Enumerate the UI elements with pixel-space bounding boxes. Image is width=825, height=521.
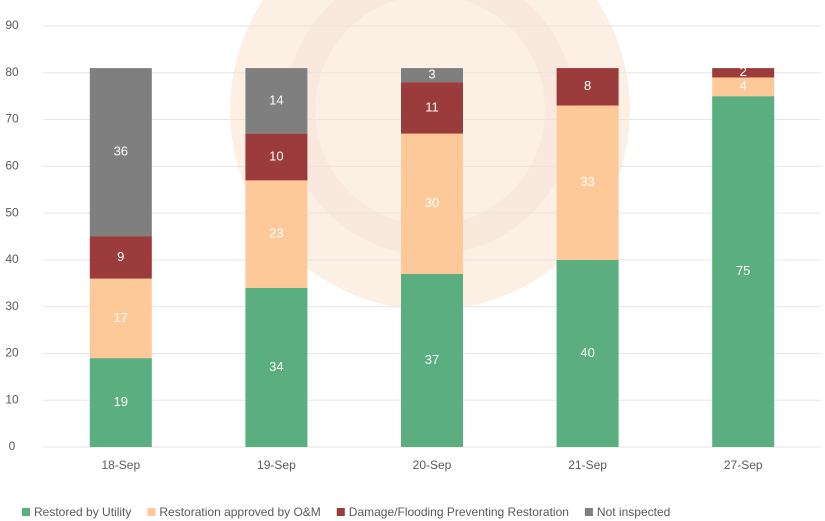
data-label: 36	[114, 144, 128, 159]
y-tick-label: 90	[5, 18, 19, 32]
legend-swatch	[147, 508, 156, 516]
data-label: 10	[269, 148, 283, 163]
bar-segment	[245, 68, 308, 134]
legend-label: Restoration approved by O&M	[159, 505, 320, 519]
data-label: 3	[428, 67, 435, 82]
bar-segment	[89, 358, 152, 447]
x-tick-label: 20-Sep	[413, 458, 452, 472]
x-tick-label: 19-Sep	[257, 458, 296, 472]
data-label: 23	[269, 226, 283, 241]
bar-segment	[89, 278, 152, 359]
x-tick-label: 27-Sep	[724, 458, 763, 472]
bar-segment	[89, 236, 152, 279]
legend-swatch	[336, 508, 345, 516]
data-label: 4	[740, 78, 747, 93]
data-label: 8	[584, 78, 591, 93]
y-tick-label: 20	[5, 346, 19, 360]
data-label: 14	[269, 92, 283, 107]
y-tick-label: 10	[5, 392, 19, 406]
bar-segment	[245, 180, 308, 288]
legend-label: Not inspected	[597, 505, 670, 519]
y-tick-label: 50	[5, 205, 19, 219]
y-tick-label: 60	[5, 159, 19, 173]
data-label: 33	[580, 174, 594, 189]
bar-segment	[245, 133, 308, 181]
bar-segment	[712, 96, 775, 448]
bar-segment	[401, 273, 463, 447]
bar-segment	[712, 68, 775, 78]
bar-segment	[401, 82, 463, 134]
y-tick-label: 70	[5, 112, 19, 126]
y-tick-label: 0	[9, 439, 16, 453]
x-tick-label: 21-Sep	[568, 458, 607, 472]
bar-segment	[556, 68, 619, 106]
data-label: 37	[425, 352, 439, 367]
bar-segment	[245, 287, 308, 447]
data-label: 9	[117, 249, 124, 264]
bar-segment	[401, 133, 463, 274]
bar-segment	[556, 259, 619, 447]
data-label: 34	[269, 359, 283, 374]
data-label: 19	[114, 394, 128, 409]
legend-label: Restored by Utility	[34, 505, 131, 519]
bar-segment	[89, 68, 152, 237]
bar-segment	[401, 68, 463, 83]
y-tick-label: 40	[5, 252, 19, 266]
legend-swatch	[22, 508, 30, 516]
data-label: 30	[425, 195, 439, 210]
data-label: 40	[580, 345, 594, 360]
bar-segment	[556, 105, 619, 260]
legend-label: Damage/Flooding Preventing Restoration	[349, 505, 569, 519]
y-tick-label: 30	[5, 299, 19, 313]
y-tick-label: 80	[5, 65, 19, 79]
data-label: 17	[114, 310, 128, 325]
x-tick-label: 18-Sep	[101, 458, 140, 472]
data-label: 2	[740, 64, 747, 79]
bar-segment	[712, 77, 775, 97]
legend-swatch	[584, 508, 593, 516]
data-label: 75	[736, 263, 750, 278]
data-label: 11	[425, 99, 439, 114]
